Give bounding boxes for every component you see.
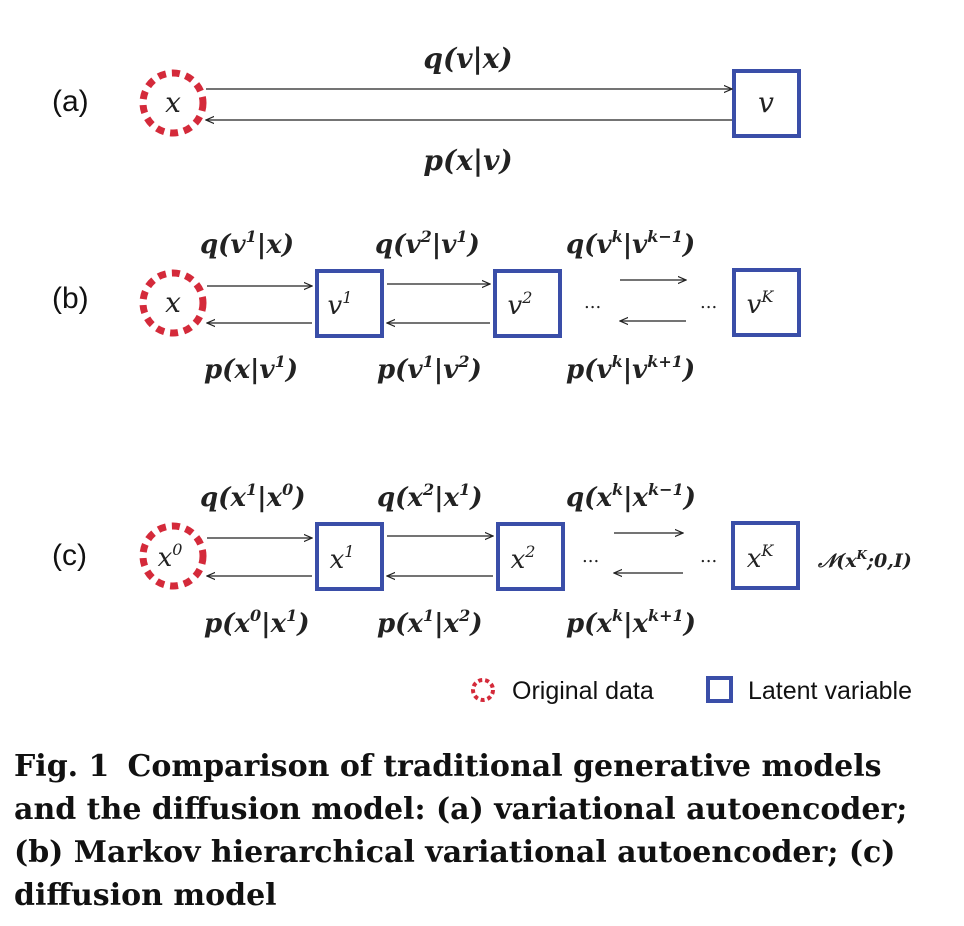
ellipsis-b-right: ... [700, 292, 717, 313]
reverse-label-c1: p(x0|x1) [204, 606, 310, 639]
forward-label-b1: q(v1|x) [200, 227, 294, 260]
original-data-node-a: x [139, 69, 207, 137]
forward-label-c3: q(xk|xk−1) [566, 480, 696, 513]
node-label: x [747, 544, 762, 574]
figure-caption: Fig. 1 Comparison of traditional generati… [14, 745, 954, 917]
original-data-node-c: x0 [139, 522, 207, 590]
node-label: v [328, 291, 343, 321]
reverse-label-a: p(x|v) [423, 144, 512, 177]
latent-node-c2: x2 [496, 522, 565, 591]
ellipsis-c-right: ... [700, 546, 717, 567]
node-label: x [511, 545, 526, 575]
node-label: x [165, 86, 181, 119]
svg-text:x2: x2 [511, 542, 536, 575]
prior-label-c: 𝒩(xK;0,I) [817, 548, 912, 572]
latent-node-a: v [732, 69, 801, 138]
node-sup: 0 [172, 540, 182, 559]
original-data-legend-icon [471, 678, 495, 702]
svg-text:v1: v1 [328, 288, 353, 321]
row-label-c: (c) [52, 539, 87, 572]
reverse-label-b1: p(x|v1) [204, 352, 298, 385]
node-label: x [330, 545, 345, 575]
svg-text:xK: xK [747, 541, 775, 574]
node-label: x [158, 543, 173, 573]
node-label: v [508, 291, 523, 321]
reverse-label-c2: p(x1|x2) [377, 606, 483, 639]
svg-text:vK: vK [747, 287, 775, 320]
legend-latent-label: Latent variable [748, 677, 912, 705]
latent-node-c1: x1 [315, 522, 384, 591]
node-sup: K [760, 541, 774, 560]
node-sup: 2 [524, 542, 535, 561]
node-sup: 1 [344, 542, 354, 561]
reverse-label-b3: p(vk|vk+1) [566, 352, 695, 385]
svg-text:x0: x0 [158, 540, 183, 573]
forward-label-c1: q(x1|x0) [200, 480, 306, 513]
diffusion-comparison-diagram: (a) x v q(v|x) p(x|v) (b) x v1 v2 [52, 42, 912, 705]
caption-text: Comparison of traditional generative mod… [14, 749, 908, 913]
latent-node-cK: xK [731, 521, 800, 590]
forward-label-b3: q(vk|vk−1) [566, 227, 695, 260]
latent-variable-legend-icon [706, 676, 733, 703]
latent-node-b2: v2 [493, 269, 562, 338]
reverse-label-c3: p(xk|xk+1) [566, 606, 696, 639]
row-label-b: (b) [52, 282, 89, 315]
row-a: (a) x v q(v|x) p(x|v) [52, 42, 801, 177]
svg-text:v2: v2 [508, 288, 533, 321]
svg-text:x1: x1 [330, 542, 355, 575]
ellipsis-c-left: ... [582, 546, 599, 567]
row-c: (c) x0 x1 x2 xK ... ... 𝒩(xK;0,I) q(x1|x… [52, 480, 912, 639]
node-sup: K [760, 287, 774, 306]
legend-original-label: Original data [512, 677, 654, 705]
latent-node-b1: v1 [315, 269, 384, 338]
legend: Original data Latent variable [471, 676, 912, 705]
node-sup: 2 [521, 288, 532, 307]
figure-number: Fig. 1 [14, 749, 110, 784]
original-data-node-b: x [139, 269, 207, 337]
row-label-a: (a) [52, 85, 89, 118]
forward-label-b2: q(v2|v1) [375, 227, 480, 260]
ellipsis-b-left: ... [584, 292, 601, 313]
forward-label-c2: q(x2|x1) [377, 480, 483, 513]
latent-node-bK: vK [732, 268, 801, 337]
row-b: (b) x v1 v2 vK ... ... q(v1|x) q(v2|v1) … [52, 227, 801, 385]
node-sup: 1 [342, 288, 352, 307]
node-label: v [758, 86, 774, 119]
node-label: v [747, 290, 762, 320]
node-label: x [165, 286, 181, 319]
reverse-label-b2: p(v1|v2) [377, 352, 482, 385]
forward-label-a: q(v|x) [423, 42, 512, 75]
